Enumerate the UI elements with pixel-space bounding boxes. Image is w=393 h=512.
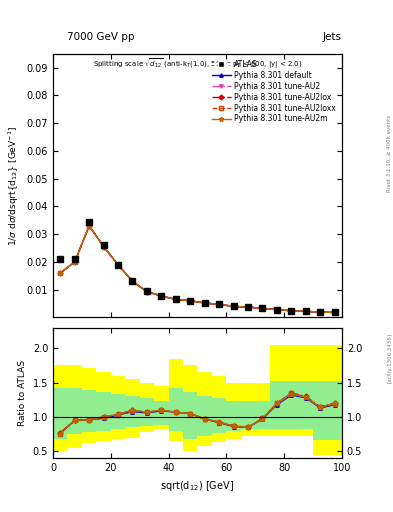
X-axis label: sqrt(d$_{12}$) [GeV]: sqrt(d$_{12}$) [GeV]	[160, 479, 235, 493]
Y-axis label: 1/$\sigma$ d$\sigma$/dsqrt{d$_{12}$} [GeV$^{-1}$]: 1/$\sigma$ d$\sigma$/dsqrt{d$_{12}$} [Ge…	[7, 125, 21, 246]
Legend: ATLAS, Pythia 8.301 default, Pythia 8.301 tune-AU2, Pythia 8.301 tune-AU2lox, Py: ATLAS, Pythia 8.301 default, Pythia 8.30…	[209, 57, 338, 126]
Text: Jets: Jets	[323, 32, 342, 42]
Text: 7000 GeV pp: 7000 GeV pp	[67, 32, 134, 42]
Y-axis label: Ratio to ATLAS: Ratio to ATLAS	[18, 360, 27, 426]
Text: [arXiv:1306.3436]: [arXiv:1306.3436]	[387, 333, 392, 383]
Text: Rivet 3.1.10, ≥ 400k events: Rivet 3.1.10, ≥ 400k events	[387, 115, 392, 192]
Text: Splitting scale $\sqrt{d_{12}}$ (anti-k$_T$(1.0), 500< p$_T$ < 600, |y| < 2.0): Splitting scale $\sqrt{d_{12}}$ (anti-k$…	[93, 56, 302, 71]
